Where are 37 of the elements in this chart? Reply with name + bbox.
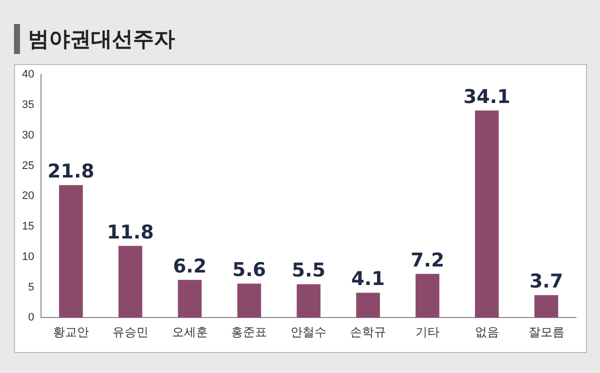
data-label: 34.1 [463, 86, 510, 108]
y-tick-label: 25 [22, 160, 34, 172]
data-label: 4.1 [351, 268, 385, 290]
y-tick-label: 0 [28, 312, 34, 324]
data-label: 6.2 [172, 255, 207, 278]
x-tick-label: 유승민 [112, 324, 148, 339]
x-tick-label: 손학규 [350, 324, 386, 339]
y-tick-label: 15 [22, 220, 34, 233]
y-tick-label: 35 [22, 99, 34, 112]
y-tick-label: 30 [22, 129, 34, 142]
bar [59, 185, 83, 318]
x-tick-label: 기타 [415, 324, 440, 339]
bar [534, 295, 558, 318]
bar [416, 274, 440, 318]
data-label: 5.5 [292, 260, 326, 282]
bar [296, 284, 320, 318]
chart-title: 범야권대선주자 [28, 26, 175, 53]
x-tick-label: 홍준표 [231, 324, 268, 339]
x-tick-label: 없음 [474, 324, 499, 339]
y-tick-label: 10 [22, 250, 34, 263]
bar [178, 280, 202, 318]
bar [118, 246, 142, 318]
y-tick-label: 20 [22, 190, 34, 202]
y-tick-label: 5 [28, 281, 34, 294]
data-label: 3.7 [529, 270, 564, 293]
x-tick-label: 잘모름 [528, 324, 564, 339]
bar [237, 284, 262, 318]
bar [474, 110, 499, 318]
bar [356, 292, 380, 318]
data-label: 5.6 [232, 259, 266, 282]
x-tick-label: 황교안 [52, 324, 89, 339]
x-tick-label: 안철수 [290, 324, 327, 339]
y-tick-label: 40 [22, 68, 34, 81]
data-label: 11.8 [106, 221, 154, 244]
x-tick-label: 오세훈 [172, 324, 208, 339]
data-label: 7.2 [410, 249, 444, 272]
data-label: 21.8 [48, 160, 94, 183]
